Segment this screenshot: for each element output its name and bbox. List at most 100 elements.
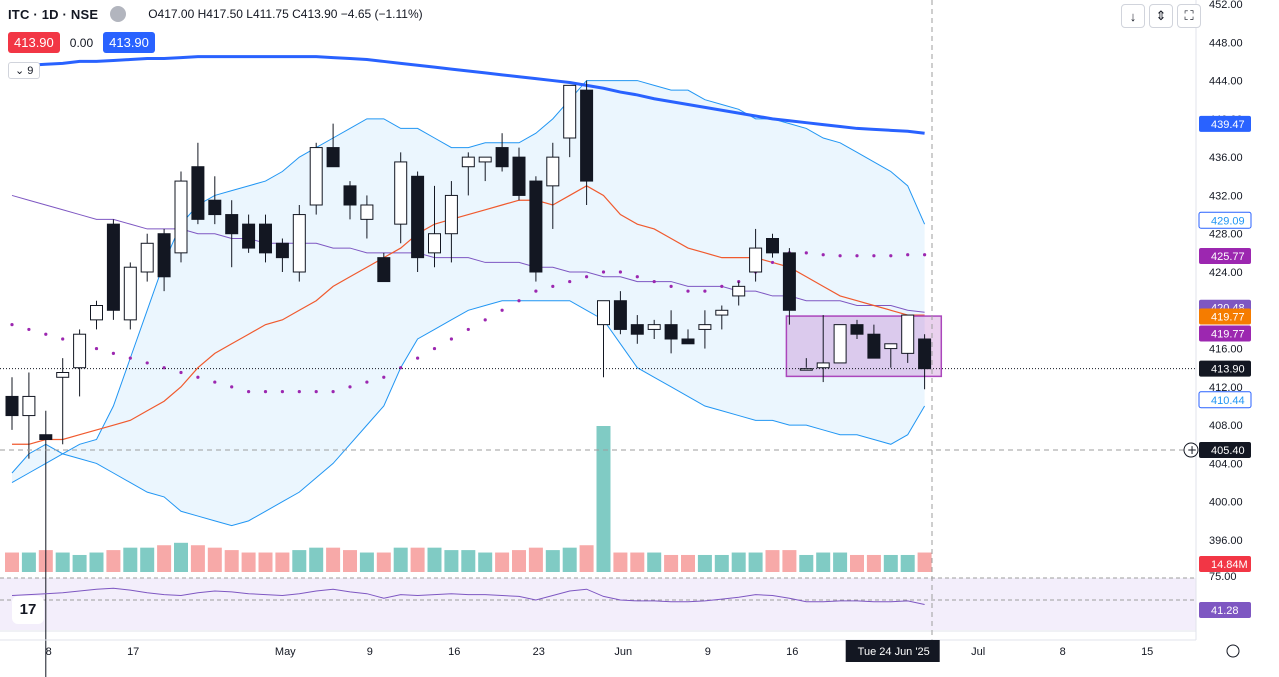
psar-dot [635,275,639,279]
spread-value: 0.00 [69,35,94,50]
x-tick-label: 9 [367,646,373,658]
volume-bar [765,550,780,572]
symbol-title[interactable]: ITC · 1D · NSE [8,6,99,22]
candle-body [580,89,594,182]
volume-bar [106,550,121,572]
x-tick-label: 8 [46,646,52,658]
candle-body [174,180,188,254]
x-tick-label: 16 [786,646,798,658]
psar-dot [838,254,842,258]
candle-body [428,233,441,254]
arrow-down-icon[interactable]: ↓ [1121,4,1145,28]
x-tick-label: Jun [614,646,632,658]
chart-header: ITC · 1D · NSE O417.00 H417.50 L411.75 C… [8,6,423,22]
volume-bar [664,554,679,572]
bid-price[interactable]: 413.90 [8,32,60,53]
tradingview-logo-icon: 17 [12,596,44,624]
candle-body [343,185,357,206]
psar-dot [27,327,31,332]
psar-dot [804,251,808,255]
volume-bar [748,552,763,572]
psar-dot [10,323,14,327]
candle-body [512,156,526,196]
ema-value-b-bg [1199,325,1251,342]
candle-body [394,161,408,225]
x-tick-label: 16 [448,646,460,658]
volume-bar [190,545,205,572]
psar-dot [432,346,437,351]
volume-bar [359,552,374,572]
bb-upper-value-bg [1198,211,1252,229]
candle-body [208,199,222,216]
chevron-down-icon: ⌄ [15,65,25,77]
psar-dot [770,260,775,265]
long-ma-line [11,55,925,135]
candle-body [884,343,898,350]
candle-body [597,300,610,326]
bollinger-lower [11,300,926,527]
crosshair-date-label: Tue 24 Jun '25 [858,646,930,658]
maximize-icon[interactable]: ⛶ [1177,4,1201,28]
plus-icon: + [1187,443,1197,457]
y-tick-label: 396.00 [1209,535,1243,547]
volume-bar [55,552,70,572]
candle-body [73,333,87,369]
psar-dot [483,318,487,322]
volume-bar [444,550,459,572]
candle-body [681,338,695,345]
last-price-value-bg [1199,360,1251,377]
candle-body [191,166,205,220]
y-tick-label: 428.00 [1209,229,1243,241]
volume-bar [579,545,594,572]
volume-bar [850,554,864,572]
indicator-toggle[interactable]: ⌄ 9 [8,62,41,79]
psar-dot [331,390,335,394]
volume-bar [495,552,510,572]
candle-body [901,314,915,354]
candle-body [140,242,154,273]
psar-dot [601,270,606,274]
candle-body [326,147,340,168]
ask-price[interactable]: 413.90 [103,32,155,53]
psar-dot [466,327,470,332]
volume-bar [799,554,814,572]
candle-body [461,156,475,168]
candle-body [5,395,19,417]
candle-body [478,156,492,163]
psar-dot [618,270,623,274]
volume-bar [461,550,476,572]
bb-lower-value-bg [1198,391,1252,409]
volume-bar [140,547,155,572]
visibility-icon[interactable] [110,6,127,22]
psar-dot [365,380,369,384]
psar-dot [230,385,234,389]
ema-value-b: 419.77 [1211,328,1245,340]
x-tick-label: 23 [533,646,545,658]
psar-value-bg [1199,248,1251,265]
y-tick-label: 448.00 [1209,37,1243,49]
candle-body [360,204,374,220]
volume-bar [309,547,324,572]
psar-dot [314,390,318,394]
volume-bar [241,552,256,572]
candle-body [22,395,36,417]
rsi-value-bg [1199,602,1251,618]
volume-bar [410,547,425,572]
candle-body [563,84,577,139]
x-tick-label: 8 [1060,646,1066,658]
candle-body [242,223,256,249]
collapse-icon[interactable]: ⇕ [1149,4,1173,28]
ema-value: 419.77 [1211,311,1245,323]
settings-gear-icon [1226,644,1240,658]
psar-dot [111,351,115,355]
volume-bar [883,554,898,572]
range-box [785,315,943,378]
psar-dot [348,385,352,389]
psar-dot [213,380,217,384]
volume-bar [816,552,831,572]
volume-value-bg [1199,556,1251,572]
candle-body [698,324,712,330]
psar-dot [280,390,284,394]
long-ma-value-bg [1199,115,1251,132]
